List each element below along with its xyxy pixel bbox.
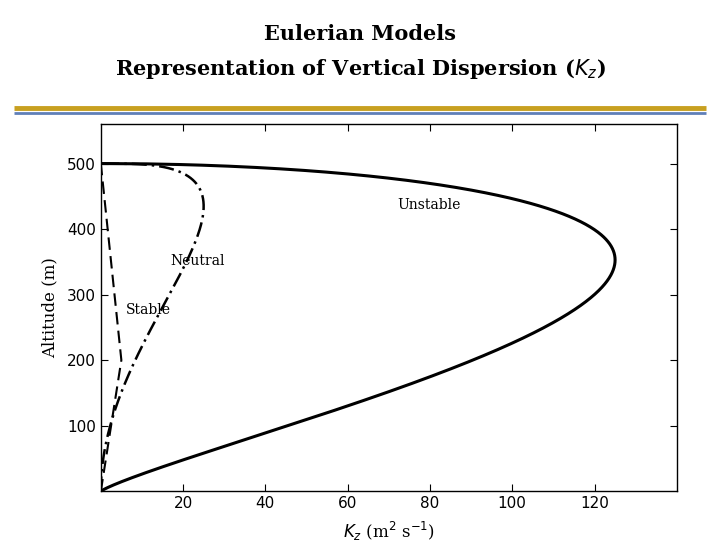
Text: Neutral: Neutral xyxy=(171,254,225,268)
Text: Eulerian Models: Eulerian Models xyxy=(264,24,456,44)
Text: Unstable: Unstable xyxy=(397,198,460,212)
Text: Stable: Stable xyxy=(125,303,171,318)
Text: Representation of Vertical Dispersion ($K_z$): Representation of Vertical Dispersion ($… xyxy=(114,57,606,80)
Y-axis label: Altitude (m): Altitude (m) xyxy=(42,258,58,358)
X-axis label: $K_z$ (m$^2$ s$^{-1}$): $K_z$ (m$^2$ s$^{-1}$) xyxy=(343,519,435,540)
